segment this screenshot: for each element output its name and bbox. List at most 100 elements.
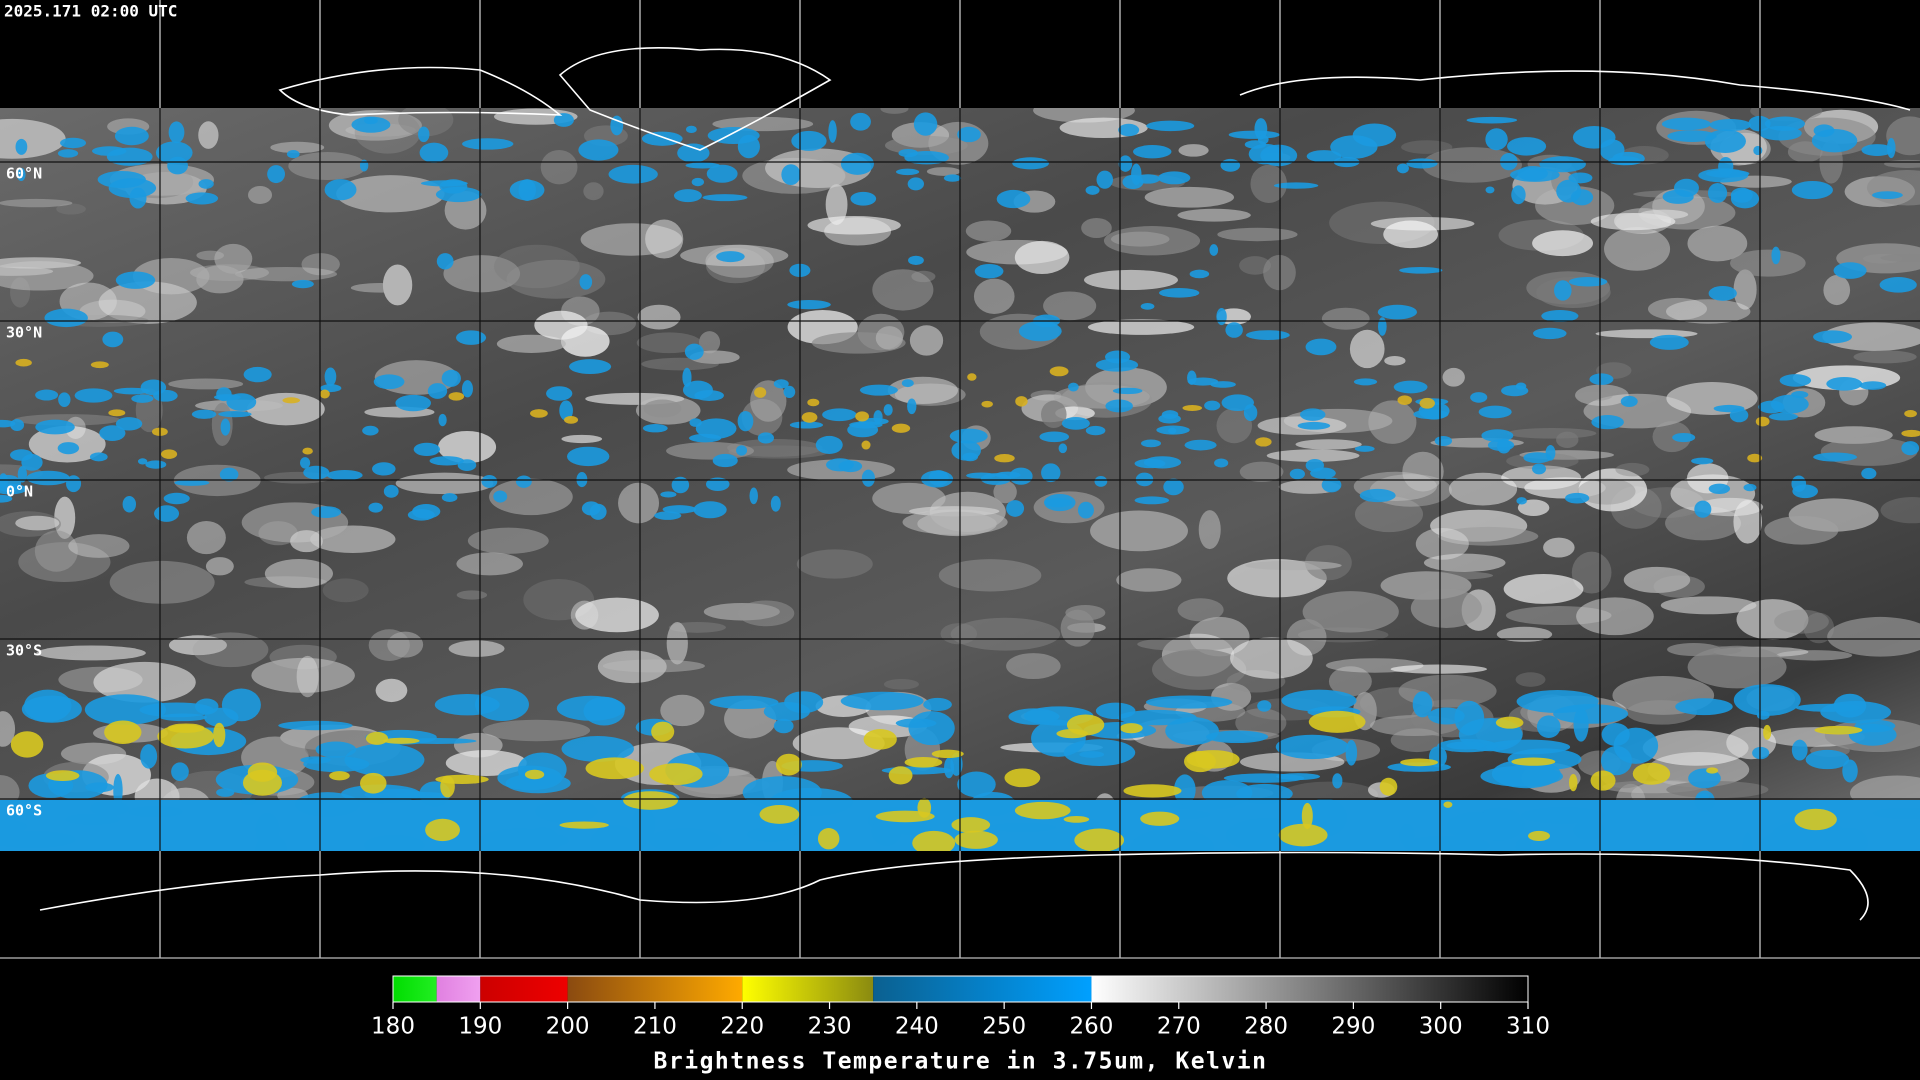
cloud-top [1039, 431, 1070, 443]
cloud-top [716, 251, 745, 263]
cloud-top [1485, 186, 1495, 194]
cloud-top [1568, 773, 1578, 792]
cloud-top [44, 308, 88, 328]
colorbar-tick-label: 270 [1157, 1014, 1201, 1040]
cloud-top [838, 460, 863, 473]
cloud-top [1718, 156, 1734, 177]
cloud-top [1112, 387, 1143, 395]
cloud-top [1480, 765, 1563, 787]
cloud-top [436, 253, 454, 270]
cloud [699, 331, 721, 354]
cloud-top [996, 189, 1031, 209]
cloud-top [1752, 746, 1770, 760]
cloud-top [1419, 397, 1435, 409]
cloud-top [850, 112, 871, 131]
cloud-top [917, 797, 932, 818]
cloud-top [1541, 309, 1579, 323]
cloud-top [1708, 285, 1737, 301]
cloud [1652, 421, 1692, 453]
cloud-top [1516, 497, 1527, 505]
cloud-top [1511, 185, 1526, 205]
cloud-top [1184, 439, 1217, 451]
cloud-top [1811, 129, 1858, 153]
cloud-top [1709, 118, 1752, 132]
cloud-top [267, 165, 285, 184]
cloud-top [511, 831, 521, 851]
cloud-top [145, 460, 167, 469]
cloud [1090, 510, 1188, 552]
cloud [1266, 449, 1360, 462]
cloud-top [115, 417, 143, 431]
cloud-top [1297, 421, 1331, 430]
cloud [1250, 164, 1288, 203]
cloud-top [1427, 707, 1465, 725]
cloud-top [685, 162, 720, 169]
cloud-top [286, 150, 300, 159]
cloud-top [1486, 739, 1571, 755]
cloud-top [131, 394, 154, 403]
cloud-top [1763, 724, 1772, 740]
cloud-top [737, 410, 754, 432]
cloud [534, 310, 588, 340]
cloud-top [26, 470, 70, 486]
cloud-top [1220, 158, 1241, 172]
cloud-top [0, 483, 27, 495]
cloud-top [583, 696, 625, 726]
cloud-top [759, 804, 800, 824]
coastlines [39, 46, 1911, 921]
cloud-top [319, 389, 330, 399]
cloud [1144, 186, 1235, 208]
cloud-top [515, 475, 532, 488]
cloud [205, 557, 234, 576]
cloud-top [949, 428, 988, 444]
cloud [1415, 527, 1469, 560]
cloud-top [1321, 477, 1342, 493]
colorbar-segment [480, 976, 568, 1002]
cloud-top [456, 330, 487, 345]
cloud-top [154, 505, 180, 522]
cloud [1321, 307, 1370, 330]
cloud [1803, 612, 1835, 644]
cloud-top [213, 722, 226, 748]
cloud-top [1308, 710, 1366, 733]
cloud-top [1568, 172, 1593, 184]
cloud-top [163, 492, 190, 505]
colorbar-tick-label: 310 [1506, 1014, 1550, 1040]
cloud-top [1814, 725, 1863, 735]
cloud-top [1310, 467, 1336, 479]
cloud-top [1770, 394, 1809, 414]
cloud-top [128, 806, 183, 818]
cloud [1670, 474, 1756, 513]
cloud-top [912, 830, 956, 851]
cloud-top [1396, 163, 1409, 174]
cloud-top [673, 189, 702, 203]
cloud-top [651, 721, 675, 742]
cloud [98, 281, 197, 324]
cloud-top [1667, 130, 1717, 143]
cloud-top [108, 178, 157, 198]
cloud-top [1792, 484, 1818, 499]
cloud [1383, 220, 1439, 249]
cloud-top [462, 138, 514, 150]
cloud [660, 694, 705, 727]
cloud-top [329, 771, 350, 781]
cloud-top [1706, 767, 1719, 774]
cloud-top [1707, 182, 1728, 203]
colorbar-title: Brightness Temperature in 3.75um, Kelvin [654, 1049, 1268, 1075]
cloud-top [1068, 382, 1079, 392]
cloud-top [420, 180, 468, 187]
cloud-top [923, 697, 952, 712]
cloud-top [1006, 500, 1025, 517]
cloud-top [114, 126, 149, 146]
cloud-top [302, 447, 313, 455]
cloud-top [1012, 157, 1049, 170]
cloud-top [435, 186, 482, 203]
colorbar-tick-label: 260 [1070, 1014, 1114, 1040]
colorbar-segment [1091, 976, 1528, 1002]
cloud-top [1791, 739, 1808, 761]
cloud [288, 152, 367, 181]
cloud-top [1545, 445, 1556, 461]
cloud-top [1210, 381, 1236, 388]
cloud-top [1515, 382, 1527, 390]
cloud-top [1886, 137, 1896, 159]
